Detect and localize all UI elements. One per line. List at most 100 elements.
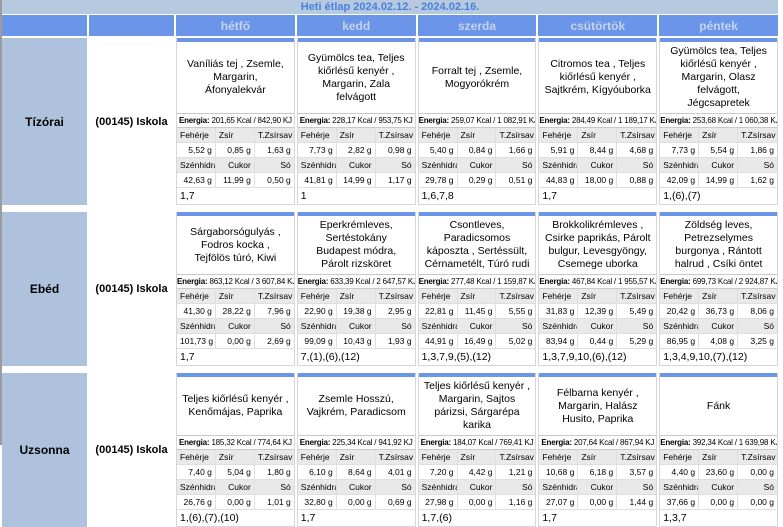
protein-label: Fehérje (539, 450, 579, 465)
meal-location-label: (00145) Iskola (89, 38, 174, 205)
salt-value: 5,02 g (496, 334, 536, 349)
allergen-codes: 7,(1),(6),(12) (300, 351, 360, 363)
energy-value: 225,34 Kcal / 941,92 KJ (332, 438, 413, 447)
nutrition-table: Fehérje Zsír T.Zsírsav 5,91 g 8,44 g 4,6… (539, 128, 657, 188)
meal-name-label: Ebéd (2, 212, 87, 366)
salt-label: Só (375, 319, 415, 334)
protein-value: 22,81 g (418, 304, 458, 319)
salt-label: Só (254, 158, 294, 173)
carbs-label: Szénhidrát (660, 480, 700, 495)
energy-row: Energia: 284,49 Kcal / 1 189,17 KJ (539, 113, 657, 128)
sugar-value: 0,00 g (578, 495, 618, 510)
day-header-row: hétfő kedd szerda csütörtök péntek (2, 15, 778, 36)
salt-value: 1,16 g (496, 495, 536, 510)
nutrition-table: Fehérje Zsír T.Zsírsav 20,42 g 36,73 g 8… (660, 289, 777, 349)
food-description: Citromos tea , Teljes kiőrlésű kenyér , … (544, 58, 651, 96)
salt-value: 1,01 g (254, 495, 294, 510)
sugar-value: 11,99 g (215, 173, 255, 188)
salt-label: Só (738, 158, 777, 173)
energy-label: Energia: (539, 116, 570, 125)
energy-label: Energia: (539, 277, 570, 286)
energy-row: Energia: 467,84 Kcal / 1 955,57 KJ (539, 274, 657, 289)
nutrition-table: Fehérje Zsír T.Zsírsav 7,40 g 5,04 g 1,8… (177, 450, 294, 510)
menu-cell: Eperkrémleves, Sertéstokány Budapest mód… (296, 212, 416, 366)
meal-row: Uzsonna (00145) Iskola Teljes kiőrlésű k… (2, 373, 778, 527)
transfat-label: T.Zsírsav (738, 128, 777, 143)
energy-row: Energia: 228,17 Kcal / 953,75 KJ (297, 113, 415, 128)
carbs-value: 29,78 g (418, 173, 458, 188)
energy-row: Energia: 253,68 Kcal / 1 060,38 KJ (660, 113, 777, 128)
sugar-value: 16,49 g (457, 334, 497, 349)
nutrition-table: Fehérje Zsír T.Zsírsav 6,10 g 8,64 g 4,0… (297, 450, 415, 510)
energy-label: Energia: (178, 438, 210, 447)
carbs-label: Szénhidrát (539, 319, 579, 334)
food-description: Sárgaborsógulyás , Fodros kocka , Tejföl… (190, 225, 281, 264)
cell-accent-bar (297, 212, 415, 216)
carbs-value: 83,94 g (539, 334, 579, 349)
day-header-thursday: csütörtök (538, 15, 658, 36)
energy-label: Energia: (660, 116, 691, 125)
salt-value: 0,51 g (496, 173, 536, 188)
salt-label: Só (738, 319, 777, 334)
nutrition-table: Fehérje Zsír T.Zsírsav 22,90 g 19,38 g 2… (297, 289, 415, 349)
energy-label: Energia: (541, 438, 572, 447)
energy-row: Energia: 633,39 Kcal / 2 647,57 KJ (297, 274, 415, 289)
menu-cell: Gyümölcs tea, Teljes kiőrlésű kenyér , M… (659, 38, 778, 205)
salt-value: 1,62 g (738, 173, 777, 188)
menu-cell: Citromos tea , Teljes kiőrlésű kenyér , … (538, 38, 658, 205)
menu-cell: Brokkolikrémleves , Csirke paprikás, Pár… (538, 212, 658, 366)
food-description: Forralt tej , Zsemle, Mogyorókrém (431, 64, 523, 90)
carbs-label: Szénhidrát (660, 319, 700, 334)
allergen-codes: 1,7,(6) (421, 512, 452, 524)
salt-value: 1,17 g (375, 173, 415, 188)
day-header-wednesday: szerda (417, 15, 537, 36)
transfat-label: T.Zsírsav (738, 450, 777, 465)
energy-label: Energia: (177, 277, 208, 286)
cell-accent-bar (660, 212, 777, 216)
fat-label: Zsír (699, 289, 739, 304)
transfat-value: 7,96 g (254, 304, 294, 319)
energy-value: 185,32 Kcal / 774,64 KJ (211, 438, 292, 447)
menu-cell: Félbarna kenyér , Margarin, Halász Husit… (538, 373, 658, 527)
protein-value: 41,30 g (177, 304, 216, 319)
transfat-value: 5,55 g (496, 304, 536, 319)
fat-value: 5,04 g (215, 465, 255, 480)
sugar-value: 14,99 g (699, 173, 739, 188)
fat-value: 0,84 g (457, 143, 497, 158)
energy-value: 259,07 Kcal / 1 082,91 KJ (451, 116, 536, 125)
food-description: Fánk (706, 399, 731, 412)
transfat-label: T.Zsírsav (375, 450, 415, 465)
cell-accent-bar (539, 38, 657, 42)
transfat-value: 1,80 g (254, 465, 294, 480)
transfat-label: T.Zsírsav (375, 289, 415, 304)
protein-value: 31,83 g (539, 304, 579, 319)
transfat-label: T.Zsírsav (617, 450, 657, 465)
carbs-value: 41,81 g (297, 173, 337, 188)
meal-location-label: (00145) Iskola (89, 373, 174, 527)
fat-label: Zsír (457, 289, 497, 304)
allergen-codes: 1,3,4,9,10,(7),(12) (663, 351, 748, 363)
fat-value: 5,54 g (699, 143, 739, 158)
sugar-label: Cukor (578, 158, 618, 173)
protein-label: Fehérje (539, 128, 579, 143)
protein-label: Fehérje (418, 450, 458, 465)
menu-cell: Gyümölcs tea, Teljes kiőrlésű kenyér , M… (296, 38, 416, 205)
sugar-value: 0,00 g (699, 495, 739, 510)
fat-value: 28,22 g (215, 304, 255, 319)
food-description: Teljes kiőrlésű kenyér , Kenőmájas, Papr… (182, 393, 289, 418)
transfat-label: T.Zsírsav (496, 289, 536, 304)
protein-value: 6,10 g (297, 465, 337, 480)
protein-value: 7,73 g (660, 143, 700, 158)
sugar-label: Cukor (699, 158, 739, 173)
sugar-value: 0,00 g (336, 495, 376, 510)
carbs-label: Szénhidrát (177, 480, 216, 495)
protein-label: Fehérje (418, 128, 458, 143)
fat-label: Zsír (578, 289, 618, 304)
carbs-label: Szénhidrát (418, 319, 458, 334)
salt-label: Só (496, 319, 536, 334)
fat-value: 11,45 g (457, 304, 497, 319)
energy-value: 392,34 Kcal / 1 639,98 KJ (692, 438, 777, 447)
energy-row: Energia: 207,64 Kcal / 867,94 KJ (539, 435, 657, 450)
salt-label: Só (254, 480, 294, 495)
